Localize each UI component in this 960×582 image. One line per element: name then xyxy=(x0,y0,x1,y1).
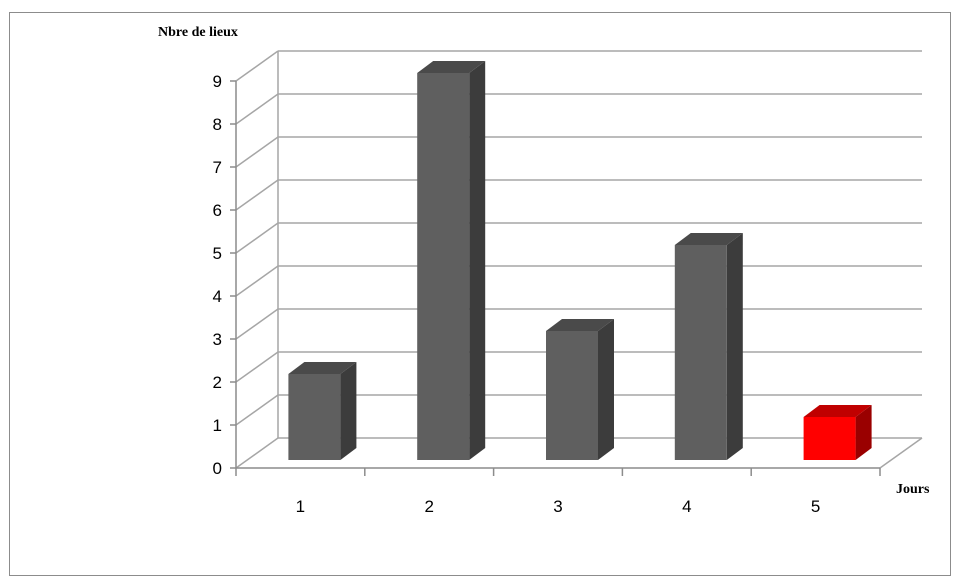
y-tick-label: 0 xyxy=(213,459,222,478)
bar-side-face xyxy=(469,61,486,460)
x-tick-label: 1 xyxy=(296,497,305,516)
bar-front-face xyxy=(288,374,341,460)
y-tick-label: 1 xyxy=(213,416,222,435)
bar-top-face xyxy=(417,61,486,73)
y-tick-labels: 0 1 2 3 4 5 6 7 8 9 xyxy=(213,72,236,478)
x-tick-label: 2 xyxy=(424,497,433,516)
bars xyxy=(288,61,872,460)
bar-side-face xyxy=(340,362,357,460)
gridline-diagonal xyxy=(235,265,279,297)
x-tick-label: 3 xyxy=(553,497,562,516)
x-tick-label: 4 xyxy=(682,497,691,516)
y-tick-label: 5 xyxy=(213,244,222,263)
y-tick-label: 4 xyxy=(213,287,222,306)
y-tick-label: 8 xyxy=(213,115,222,134)
gridline-diagonal xyxy=(235,351,279,383)
x-tick-label: 5 xyxy=(811,497,820,516)
bar-front-face xyxy=(803,417,856,460)
bar-side-face xyxy=(598,319,614,460)
bar-day-5 xyxy=(803,405,872,460)
bar-front-face xyxy=(417,73,470,460)
y-tick-label: 2 xyxy=(213,373,222,392)
gridline-diagonal xyxy=(235,136,279,168)
bar-top-face xyxy=(803,405,872,417)
bar-day-1 xyxy=(288,362,357,460)
gridline-diagonal xyxy=(235,394,279,426)
bar-top-face xyxy=(674,233,743,245)
gridline-diagonal xyxy=(235,222,279,254)
bar-top-face xyxy=(288,362,357,374)
y-tick-label: 6 xyxy=(213,201,222,220)
gridlines xyxy=(235,50,922,469)
bar-top-face xyxy=(546,319,614,331)
gridline-diagonal xyxy=(235,50,279,82)
bar-front-face xyxy=(546,331,598,460)
y-tick-label: 7 xyxy=(213,158,222,177)
bar-day-2 xyxy=(417,61,486,460)
x-tick-labels: 1 2 3 4 5 xyxy=(235,468,881,516)
floor-right-edge xyxy=(879,437,923,469)
bar-day-3 xyxy=(546,319,614,460)
y-tick-label: 9 xyxy=(213,72,222,91)
bar-side-face xyxy=(855,405,872,460)
y-axis-label: Nbre de lieux xyxy=(158,25,238,40)
x-axis-label: Jours xyxy=(896,482,930,497)
bar-side-face xyxy=(726,233,743,460)
gridline-diagonal xyxy=(235,308,279,340)
bar-front-face xyxy=(674,245,727,460)
bar-day-4 xyxy=(674,233,743,460)
gridline-diagonal xyxy=(235,93,279,125)
gridline-diagonal xyxy=(235,437,279,469)
gridline-diagonal xyxy=(235,179,279,211)
y-tick-label: 3 xyxy=(213,330,222,349)
